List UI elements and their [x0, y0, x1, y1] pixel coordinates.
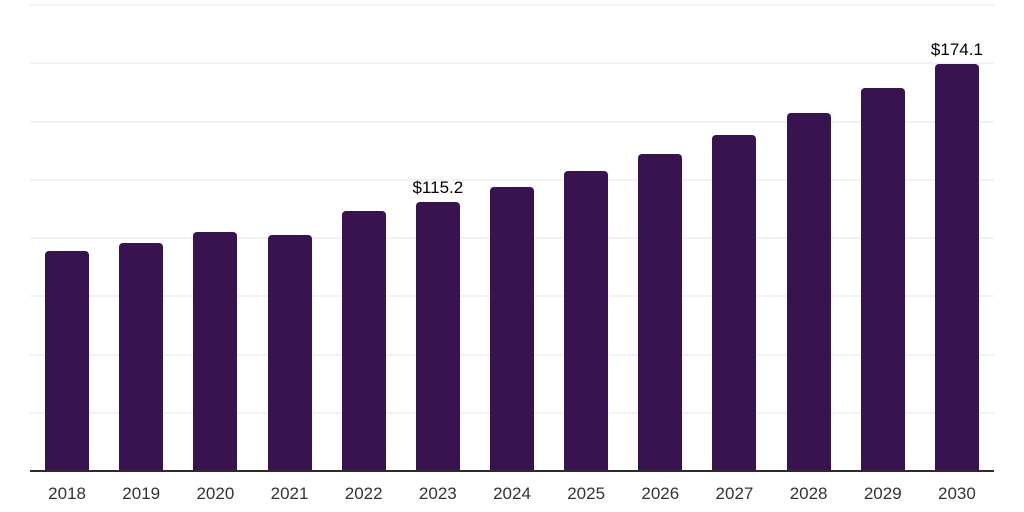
x-tick-label-2027: 2027 [715, 484, 754, 503]
bar-2023 [415, 201, 460, 470]
bar-2019 [119, 242, 164, 470]
x-tick-label-2023: 2023 [418, 484, 457, 503]
x-tick-label-2028: 2028 [789, 484, 828, 503]
gridline-175 [30, 62, 994, 65]
bar-2026 [638, 154, 683, 470]
bar-2018 [45, 250, 90, 470]
gridline-150 [30, 120, 994, 123]
bar-2022 [341, 211, 386, 470]
x-tick-label-2018: 2018 [48, 484, 86, 503]
gridline-125 [30, 178, 994, 181]
gridline-200 [30, 4, 994, 6]
bar-2025 [564, 171, 609, 470]
x-tick-label-2026: 2026 [641, 484, 680, 503]
x-tick-label-2020: 2020 [196, 484, 235, 503]
bar-2021 [267, 234, 312, 470]
bar-2030 [934, 64, 979, 470]
plot-area: 2018 2019 2020 2021 2022 $115.2 2023 2024 2025 20… [30, 0, 994, 512]
x-tick-label-2022: 2022 [344, 484, 383, 503]
value-label-2030: $174.1 [930, 40, 983, 60]
bar-2028 [786, 113, 831, 470]
x-tick-label-2030: 2030 [938, 484, 976, 503]
x-tick-label-2019: 2019 [122, 484, 161, 503]
bar-2024 [490, 187, 534, 470]
x-axis-line [30, 470, 994, 472]
bar-2020 [193, 232, 238, 470]
value-label-2023: $115.2 [412, 177, 464, 197]
x-tick-label-2025: 2025 [567, 484, 606, 503]
x-tick-label-2024: 2024 [493, 484, 531, 503]
x-tick-label-2021: 2021 [270, 484, 309, 503]
x-tick-label-2029: 2029 [863, 484, 902, 503]
bar-2027 [712, 135, 757, 470]
bar-2029 [860, 88, 905, 470]
